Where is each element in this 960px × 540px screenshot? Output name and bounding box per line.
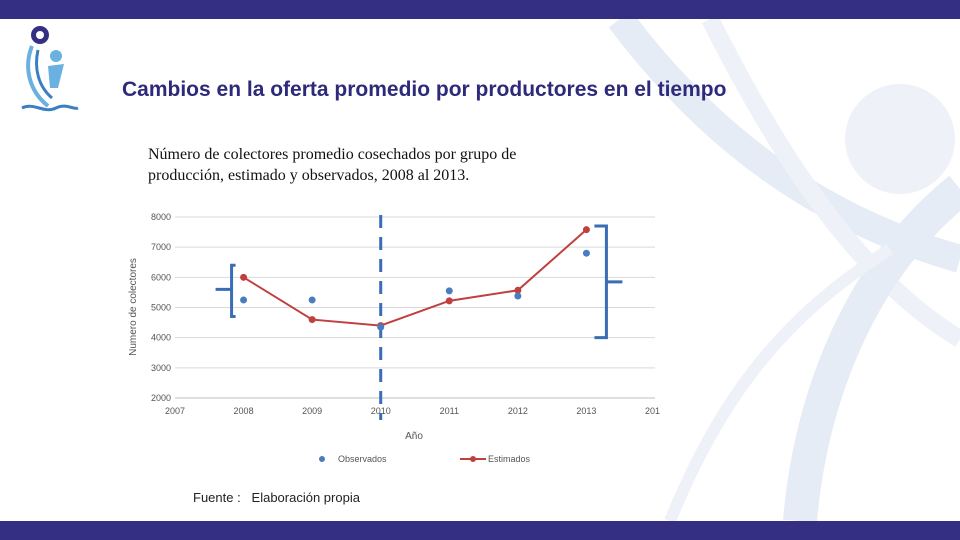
- grid: [175, 216, 655, 399]
- background-decoration: [608, 19, 960, 521]
- source-note: Fuente : Elaboración propia: [193, 490, 360, 505]
- y-tick-5000: 5000: [151, 303, 171, 313]
- y-axis-title: Numero de colectores: [128, 258, 139, 356]
- series: [240, 226, 590, 331]
- estimados-point-2011: [445, 297, 453, 305]
- right-bracket: [594, 224, 623, 340]
- y-tick-7000: 7000: [151, 242, 171, 252]
- x-tick-2011: 2011: [440, 406, 459, 416]
- legend-marker-observados: [319, 456, 325, 462]
- y-tick-labels: 2000 3000 4000 5000 6000 7000 8000: [151, 212, 171, 403]
- y-tick-4000: 4000: [151, 333, 171, 343]
- top-bar: [0, 0, 960, 19]
- x-tick-2010: 2010: [371, 406, 391, 416]
- x-axis-title: Año: [405, 431, 423, 442]
- annotations: [215, 215, 623, 420]
- x-tick-2008: 2008: [234, 406, 254, 416]
- y-tick-2000: 2000: [151, 393, 171, 403]
- estimados-point-2012: [514, 286, 522, 294]
- page-title: Cambios en la oferta promedio por produc…: [122, 78, 727, 101]
- observados-point-2009: [308, 296, 316, 304]
- x-tick-2012: 2012: [508, 406, 528, 416]
- x-tick-2007: 2007: [165, 406, 185, 416]
- y-tick-8000: 8000: [151, 212, 171, 222]
- observados-point-2008: [240, 296, 248, 304]
- chart-caption-line-1: Número de colectores promedio cosechados…: [148, 146, 517, 163]
- left-bracket: [215, 263, 236, 319]
- x-tick-2014: 2014: [645, 406, 660, 416]
- legend-label-observados: Observados: [338, 454, 387, 464]
- observados-point-2010: [377, 323, 385, 331]
- y-tick-3000: 3000: [151, 363, 171, 373]
- estimados-point-2009: [308, 316, 316, 324]
- legend-marker-estimados: [470, 456, 476, 462]
- estimados-point-2008: [240, 273, 248, 281]
- legend: Observados Estimados: [319, 454, 531, 464]
- observados-point-2012: [514, 292, 522, 300]
- x-tick-2013: 2013: [576, 406, 596, 416]
- bottom-bar: [0, 521, 960, 540]
- observados-point-2013: [582, 249, 590, 257]
- chart-caption-line-2: producción, estimado y observados, 2008 …: [148, 167, 470, 184]
- legend-label-estimados: Estimados: [488, 454, 531, 464]
- x-tick-labels: 2007 2008 2009 2010 2011 2012 2013 2014: [165, 406, 660, 416]
- x-tick-2009: 2009: [302, 406, 322, 416]
- y-tick-6000: 6000: [151, 272, 171, 282]
- logo: [21, 26, 79, 112]
- observados-point-2011: [445, 287, 453, 295]
- chart-caption: Número de colectores promedio cosechados…: [148, 144, 618, 186]
- estimados-line: [243, 228, 588, 327]
- estimados-point-2013: [582, 226, 590, 234]
